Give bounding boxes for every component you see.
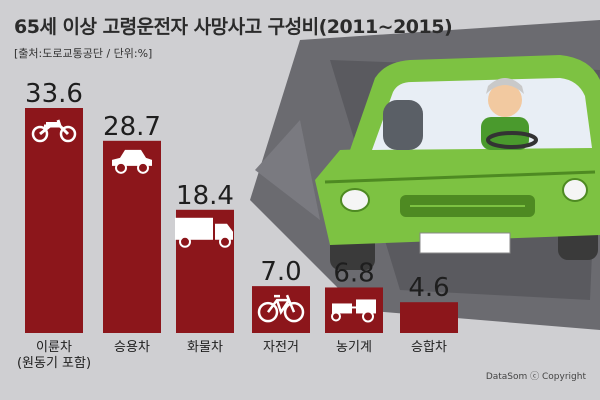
value-label-4: 7.0 [260,257,301,287]
category-label-6: 승합차 [411,340,447,355]
bicycle-icon [257,294,305,323]
motorcycle-icon [31,119,77,143]
car-icon [112,149,152,174]
bar-6 [400,302,458,333]
value-label-6: 4.6 [408,273,449,303]
category-label-3: 화물차 [187,340,223,355]
bar-1 [25,108,83,333]
category-label-5: 농기계 [336,340,372,355]
value-label-1: 33.6 [25,79,83,109]
value-label-5: 6.8 [333,258,374,288]
truck-icon [175,217,233,248]
bar-group: 33.6 이륜차 (원동기 포함) 28.7 승용차 18.4 화물차 7.0 자전거 6.8 농기… [17,79,458,371]
farm-machine-icon [331,299,376,323]
category-label-2: 승용차 [114,340,150,355]
chart-title: 65세 이상 고령운전자 사망사고 구성비(2011~2015) [14,16,453,38]
source-note: [출처:도로교통공단 / 단위:%] [14,47,153,60]
category-label-1: 이륜차 (원동기 포함) [17,340,91,371]
car-illustration-icon [315,55,600,270]
category-label-4: 자전거 [263,340,299,355]
value-label-2: 28.7 [103,112,161,142]
copyright-credit: DataSom ⓒ Copyright [485,372,586,382]
value-label-3: 18.4 [176,181,234,211]
bar-2 [103,140,161,333]
